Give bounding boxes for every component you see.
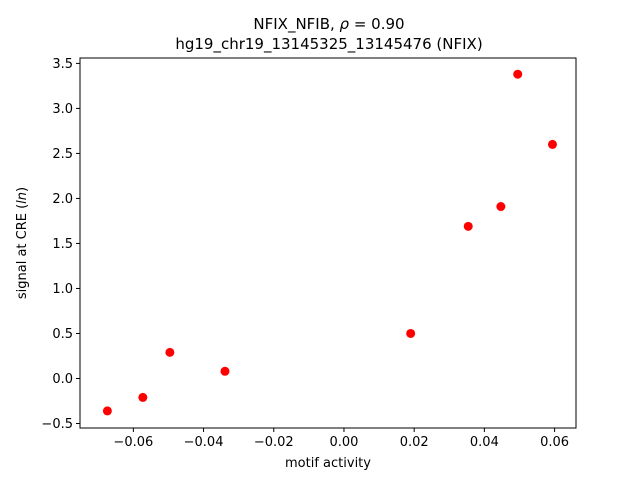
y-axis-ticks: −0.5 0.0 0.5 1.0 1.5 2.0 2.5 3.0 3.5 xyxy=(41,57,80,432)
chart-subtitle: hg19_chr19_13145325_13145476 (NFIX) xyxy=(175,35,482,54)
y-tick-label: 1.5 xyxy=(52,237,73,252)
chart-title: NFIX_NFIB, ρ = 0.90 xyxy=(253,15,404,34)
x-tick-label: 0.00 xyxy=(329,435,358,450)
plot-area-frame xyxy=(79,57,577,429)
x-tick-label: −0.04 xyxy=(184,435,224,450)
data-point xyxy=(102,406,112,416)
data-point xyxy=(513,69,523,79)
y-tick-label: 1.0 xyxy=(52,282,73,297)
data-point xyxy=(138,392,148,402)
y-tick-label: 3.0 xyxy=(52,102,73,117)
y-tick-label: 3.5 xyxy=(52,57,73,72)
data-point xyxy=(547,139,557,149)
y-axis-label: signal at CRE (ln) xyxy=(15,187,30,299)
y-tick-label: 0.0 xyxy=(52,372,73,387)
data-point xyxy=(220,366,230,376)
x-tick-label: −0.06 xyxy=(113,435,153,450)
x-axis-label: motif activity xyxy=(285,456,371,471)
y-tick-label: 0.5 xyxy=(52,327,73,342)
x-tick-label: 0.02 xyxy=(400,435,429,450)
y-tick-label: 2.0 xyxy=(52,192,73,207)
x-tick-label: 0.04 xyxy=(470,435,499,450)
data-points xyxy=(102,69,557,416)
y-tick-label: −0.5 xyxy=(41,417,73,432)
x-tick-label: 0.06 xyxy=(540,435,569,450)
data-point xyxy=(496,202,506,212)
y-tick-label: 2.5 xyxy=(52,147,73,162)
data-point xyxy=(406,328,416,338)
x-tick-label: −0.02 xyxy=(254,435,294,450)
data-point xyxy=(165,347,175,357)
data-point xyxy=(463,221,473,231)
x-axis-ticks: −0.06 −0.04 −0.02 0.00 0.02 0.04 0.06 xyxy=(113,428,569,450)
